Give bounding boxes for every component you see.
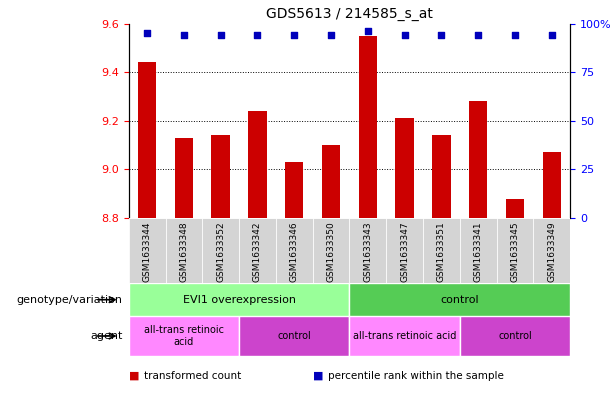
Text: EVI1 overexpression: EVI1 overexpression bbox=[183, 295, 295, 305]
Bar bbox=[248, 111, 267, 218]
Text: control: control bbox=[277, 331, 311, 341]
Text: control: control bbox=[498, 331, 532, 341]
Bar bbox=[276, 218, 313, 283]
Point bbox=[400, 32, 409, 39]
Text: genotype/variation: genotype/variation bbox=[17, 295, 123, 305]
Bar bbox=[129, 316, 239, 356]
Text: all-trans retinoic
acid: all-trans retinoic acid bbox=[144, 325, 224, 347]
Text: all-trans retinoic acid: all-trans retinoic acid bbox=[353, 331, 456, 341]
Text: GSM1633352: GSM1633352 bbox=[216, 221, 225, 282]
Bar bbox=[285, 162, 303, 218]
Bar bbox=[432, 136, 451, 218]
Point bbox=[216, 32, 226, 39]
Bar bbox=[533, 218, 570, 283]
Text: GSM1633341: GSM1633341 bbox=[474, 221, 482, 282]
Point bbox=[142, 30, 152, 37]
Bar bbox=[423, 218, 460, 283]
Text: GSM1633346: GSM1633346 bbox=[290, 221, 299, 282]
Bar bbox=[129, 283, 349, 316]
Bar bbox=[497, 218, 533, 283]
Point bbox=[363, 28, 373, 35]
Point bbox=[473, 32, 483, 39]
Text: GSM1633345: GSM1633345 bbox=[511, 221, 519, 282]
Text: GSM1633347: GSM1633347 bbox=[400, 221, 409, 282]
Point bbox=[510, 32, 520, 39]
Text: GSM1633350: GSM1633350 bbox=[327, 221, 335, 282]
Text: percentile rank within the sample: percentile rank within the sample bbox=[328, 371, 504, 381]
Bar bbox=[129, 218, 166, 283]
Bar bbox=[460, 218, 497, 283]
Bar bbox=[543, 152, 561, 218]
Bar bbox=[166, 218, 202, 283]
Bar bbox=[469, 101, 487, 218]
Bar bbox=[202, 218, 239, 283]
Text: GSM1633349: GSM1633349 bbox=[547, 221, 556, 282]
Text: GSM1633344: GSM1633344 bbox=[143, 221, 151, 282]
Point bbox=[547, 32, 557, 39]
Text: ■: ■ bbox=[313, 371, 327, 381]
Text: agent: agent bbox=[90, 331, 123, 341]
Bar bbox=[349, 316, 460, 356]
Bar bbox=[349, 283, 570, 316]
Bar bbox=[211, 136, 230, 218]
Bar bbox=[359, 36, 377, 218]
Text: GSM1633342: GSM1633342 bbox=[253, 221, 262, 282]
Bar bbox=[239, 218, 276, 283]
Point bbox=[436, 32, 446, 39]
Bar bbox=[175, 138, 193, 218]
Bar bbox=[322, 145, 340, 218]
Bar bbox=[506, 198, 524, 218]
Bar bbox=[395, 118, 414, 218]
Text: GSM1633348: GSM1633348 bbox=[180, 221, 188, 282]
Point bbox=[253, 32, 262, 39]
Bar bbox=[313, 218, 349, 283]
Text: GSM1633343: GSM1633343 bbox=[364, 221, 372, 282]
Title: GDS5613 / 214585_s_at: GDS5613 / 214585_s_at bbox=[266, 7, 433, 21]
Point bbox=[326, 32, 336, 39]
Bar bbox=[386, 218, 423, 283]
Bar bbox=[138, 62, 156, 218]
Point bbox=[289, 32, 299, 39]
Bar bbox=[460, 316, 570, 356]
Text: transformed count: transformed count bbox=[144, 371, 242, 381]
Bar bbox=[239, 316, 349, 356]
Text: GSM1633351: GSM1633351 bbox=[437, 221, 446, 282]
Text: ■: ■ bbox=[129, 371, 143, 381]
Bar bbox=[349, 218, 386, 283]
Point bbox=[179, 32, 189, 39]
Text: control: control bbox=[440, 295, 479, 305]
